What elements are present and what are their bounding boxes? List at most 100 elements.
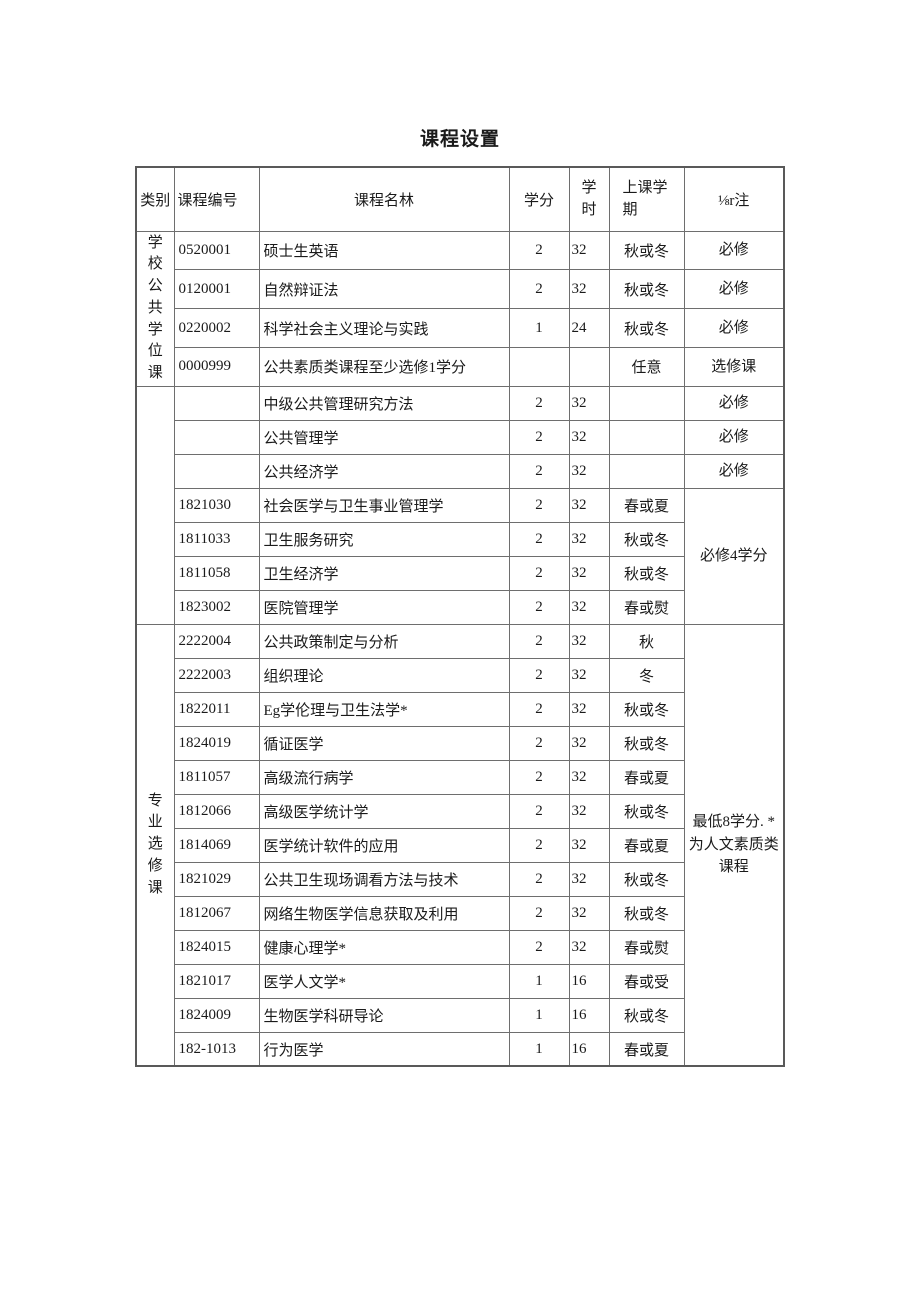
table-row: 1823002 医院管理学 2 32 春或熨 xyxy=(136,589,784,625)
cell-course-name: 循证医学 xyxy=(258,725,510,761)
cell-credits: 2 xyxy=(508,589,570,625)
cell-hours: 16 xyxy=(568,997,610,1033)
cell-course-name: 卫生服务研究 xyxy=(258,521,510,557)
table-row: 1821017 医学人文学* 1 16 春或受 xyxy=(136,963,784,999)
cell-course-id: 182-1013 xyxy=(173,1031,260,1067)
table-row: 2222003 组织理论 2 32 冬 xyxy=(136,657,784,693)
cell-hours: 16 xyxy=(568,1031,610,1067)
cell-hours: 32 xyxy=(568,589,610,625)
cell-course-id xyxy=(173,453,260,489)
cell-course-name: 健康心理学* xyxy=(258,929,510,965)
cell-course-id xyxy=(173,419,260,455)
header-semester: 上课学期 xyxy=(608,166,685,232)
table-row: 182-1013 行为医学 1 16 春或夏 xyxy=(136,1031,784,1067)
table-row: 1822011 Eg学伦理与卫生法学* 2 32 秋或冬 xyxy=(136,691,784,727)
cell-course-id: 1812067 xyxy=(173,895,260,931)
category-label-vertical: 专业选修课 xyxy=(147,792,163,896)
cell-course-name: 社会医学与卫生事业管理学 xyxy=(258,487,510,523)
cell-course-name: 高级医学统计学 xyxy=(258,793,510,829)
cell-course-name: 组织理论 xyxy=(258,657,510,693)
cell-course-id xyxy=(173,385,260,421)
cell-hours: 32 xyxy=(568,725,610,761)
cell-course-name: 公共政策制定与分析 xyxy=(258,623,510,659)
cell-semester: 秋或冬 xyxy=(608,521,685,557)
cell-course-name: Eg学伦理与卫生法学* xyxy=(258,691,510,727)
cell-credits: 2 xyxy=(508,521,570,557)
cell-course-name: 公共经济学 xyxy=(258,453,510,489)
cell-hours: 32 xyxy=(568,861,610,897)
cell-credits: 2 xyxy=(508,793,570,829)
table-row: 1821029 公共卫生现场调看方法与技术 2 32 秋或冬 xyxy=(136,861,784,897)
cell-category-school-public: 学校公共学位课 xyxy=(135,230,175,387)
cell-hours: 32 xyxy=(568,691,610,727)
header-course-id: 课程编号 xyxy=(173,166,260,232)
cell-semester: 春或夏 xyxy=(608,759,685,795)
cell-credits: 2 xyxy=(508,453,570,489)
cell-semester xyxy=(608,419,685,455)
cell-hours: 32 xyxy=(568,521,610,557)
cell-note: 必修 xyxy=(683,419,785,455)
cell-note: 必修 xyxy=(683,385,785,421)
cell-credits: 2 xyxy=(508,555,570,591)
cell-semester: 秋或冬 xyxy=(608,555,685,591)
cell-credits xyxy=(508,346,570,387)
table-row: 专业选修课 2222004 公共政策制定与分析 2 32 秋 最低8学分. *为… xyxy=(135,623,785,1067)
cell-course-id: 1811058 xyxy=(173,555,260,591)
cell-hours: 32 xyxy=(568,623,610,659)
table-row: 1821030 社会医学与卫生事业管理学 2 32 春或夏 必修4学分 xyxy=(136,487,785,625)
cell-credits: 2 xyxy=(508,895,570,931)
cell-semester: 秋或冬 xyxy=(608,997,685,1033)
cell-course-id: 2222004 xyxy=(173,623,260,659)
table-row: 1811058 卫生经济学 2 32 秋或冬 xyxy=(136,555,784,591)
cell-credits: 2 xyxy=(508,861,570,897)
cell-credits: 2 xyxy=(508,759,570,795)
cell-note: 必修 xyxy=(683,269,785,310)
cell-semester: 春或熨 xyxy=(608,929,685,965)
header-semester-label: 上课学期 xyxy=(622,179,668,219)
cell-credits: 2 xyxy=(508,230,570,271)
cell-course-name: 行为医学 xyxy=(258,1031,510,1067)
cell-credits: 1 xyxy=(508,308,570,348)
cell-semester xyxy=(608,385,685,421)
cell-credits: 1 xyxy=(508,1031,570,1067)
cell-course-id: 1811033 xyxy=(173,521,260,557)
cell-semester: 秋或冬 xyxy=(608,269,685,310)
cell-course-id: 1824009 xyxy=(173,997,260,1033)
table-row: 0000999 公共素质类课程至少选修1学分 任意 选修课 xyxy=(136,346,785,387)
cell-semester: 秋或冬 xyxy=(608,895,685,931)
category-label-vertical: 学校公共学位课 xyxy=(147,234,163,382)
cell-semester: 春或夏 xyxy=(608,827,685,863)
cell-semester: 春或夏 xyxy=(608,1031,685,1067)
cell-course-id: 0220002 xyxy=(173,308,260,348)
cell-hours: 32 xyxy=(568,487,610,523)
table-row: 1811057 高级流行病学 2 32 春或夏 xyxy=(136,759,784,795)
cell-course-id: 1823002 xyxy=(173,589,260,625)
cell-category-professional-elective: 专业选修课 xyxy=(135,623,175,1067)
table-row: 1811033 卫生服务研究 2 32 秋或冬 xyxy=(136,521,784,557)
cell-semester: 秋或冬 xyxy=(608,691,685,727)
cell-hours: 32 xyxy=(568,895,610,931)
table-row: 0220002 科学社会主义理论与实践 1 24 秋或冬 必修 xyxy=(136,308,785,348)
header-hours: 学时 xyxy=(568,166,610,232)
cell-course-id: 1821017 xyxy=(173,963,260,999)
table-row: 1812067 网络生物医学信息获取及利用 2 32 秋或冬 xyxy=(136,895,784,931)
cell-semester: 春或夏 xyxy=(608,487,685,523)
cell-course-name: 公共卫生现场调看方法与技术 xyxy=(258,861,510,897)
cell-semester: 春或受 xyxy=(608,963,685,999)
cell-note: 必修 xyxy=(683,453,785,489)
cell-course-name: 硕士生英语 xyxy=(258,230,510,271)
cell-credits: 2 xyxy=(508,269,570,310)
table-row: 中级公共管理研究方法 2 32 必修 xyxy=(135,385,785,625)
table-row: 公共管理学 2 32 必修 xyxy=(136,419,785,455)
cell-credits: 2 xyxy=(508,691,570,727)
page-title: 课程设置 xyxy=(419,129,500,150)
cell-course-name: 公共素质类课程至少选修1学分 xyxy=(258,346,510,387)
cell-course-id: 1812066 xyxy=(173,793,260,829)
cell-credits: 1 xyxy=(508,997,570,1033)
cell-semester: 任意 xyxy=(608,346,685,387)
cell-course-id: 0520001 xyxy=(173,230,260,271)
cell-course-name: 自然辩证法 xyxy=(258,269,510,310)
cell-hours: 32 xyxy=(568,827,610,863)
cell-credits: 2 xyxy=(508,929,570,965)
table-row: 1814069 医学统计软件的应用 2 32 春或夏 xyxy=(136,827,784,863)
